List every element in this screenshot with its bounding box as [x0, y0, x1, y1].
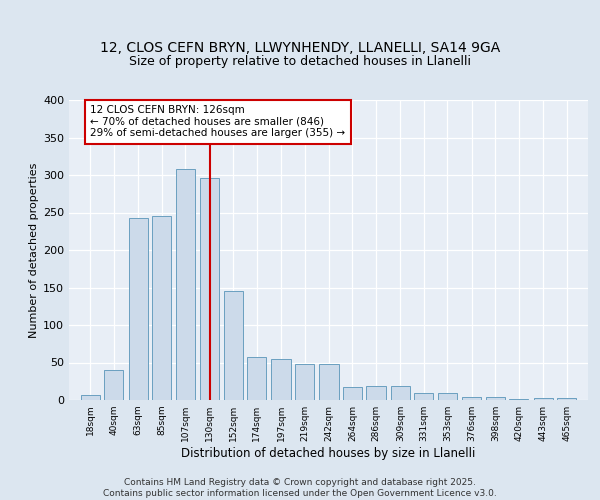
- Bar: [533, 398, 553, 400]
- Text: Contains HM Land Registry data © Crown copyright and database right 2025.
Contai: Contains HM Land Registry data © Crown c…: [103, 478, 497, 498]
- Bar: [128, 218, 148, 400]
- Bar: [414, 393, 433, 400]
- Text: Size of property relative to detached houses in Llanelli: Size of property relative to detached ho…: [129, 54, 471, 68]
- Bar: [509, 398, 529, 400]
- Bar: [367, 386, 386, 400]
- Y-axis label: Number of detached properties: Number of detached properties: [29, 162, 39, 338]
- Bar: [224, 291, 243, 400]
- Bar: [152, 216, 172, 400]
- Bar: [176, 169, 195, 400]
- Bar: [391, 386, 410, 400]
- Bar: [104, 370, 124, 400]
- Bar: [81, 395, 100, 400]
- X-axis label: Distribution of detached houses by size in Llanelli: Distribution of detached houses by size …: [181, 447, 476, 460]
- Bar: [295, 364, 314, 400]
- Bar: [247, 357, 266, 400]
- Text: 12, CLOS CEFN BRYN, LLWYNHENDY, LLANELLI, SA14 9GA: 12, CLOS CEFN BRYN, LLWYNHENDY, LLANELLI…: [100, 41, 500, 55]
- Bar: [343, 386, 362, 400]
- Bar: [200, 178, 219, 400]
- Bar: [438, 392, 457, 400]
- Bar: [319, 364, 338, 400]
- Bar: [462, 397, 481, 400]
- Bar: [485, 397, 505, 400]
- Text: 12 CLOS CEFN BRYN: 126sqm
← 70% of detached houses are smaller (846)
29% of semi: 12 CLOS CEFN BRYN: 126sqm ← 70% of detac…: [91, 106, 346, 138]
- Bar: [271, 359, 290, 400]
- Bar: [557, 398, 576, 400]
